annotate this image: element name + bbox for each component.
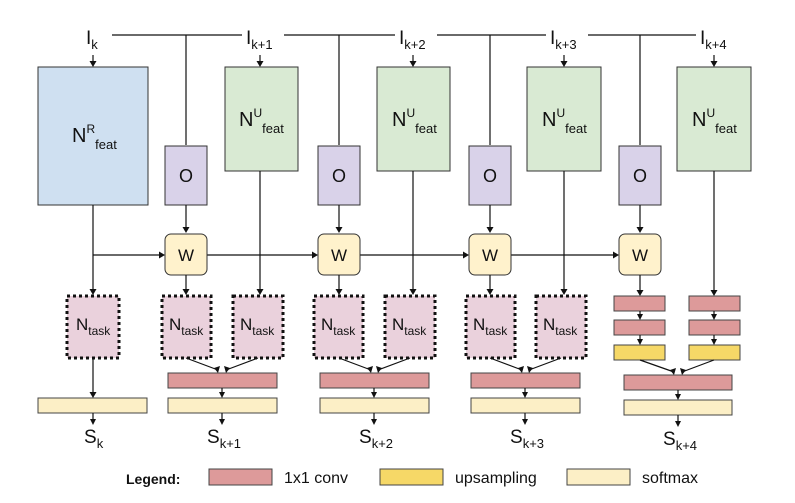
flow-to-warp-arrows bbox=[182, 205, 644, 233]
task-net-k3-b-label: Ntask bbox=[543, 315, 578, 338]
warp-k1-label: W bbox=[178, 246, 194, 265]
output-label-k3: Sk+3 bbox=[510, 427, 544, 451]
legend-upsampling-label: upsampling bbox=[455, 470, 537, 487]
legend-title: Legend: bbox=[126, 471, 180, 487]
conv-k4-b1 bbox=[688, 295, 741, 312]
k4-branch-arrows bbox=[637, 311, 717, 345]
legend-softmax-swatch bbox=[566, 468, 631, 486]
task-net-k2-b-label: Ntask bbox=[392, 315, 427, 338]
output-label-k: Sk bbox=[84, 427, 104, 451]
task-net-k2-a bbox=[312, 294, 365, 360]
input-arrows bbox=[89, 55, 718, 67]
input-label-k3: Ik+3 bbox=[550, 28, 577, 52]
task-net-k2-a-label: Ntask bbox=[321, 315, 356, 338]
softmax-k2 bbox=[319, 397, 430, 414]
legend-softmax-label: softmax bbox=[642, 470, 698, 487]
output-label-k1: Sk+1 bbox=[207, 427, 241, 451]
legend: Legend: 1x1 conv upsampling softmax bbox=[126, 468, 698, 487]
ref-feature-net bbox=[37, 66, 149, 206]
softmax-k bbox=[37, 397, 148, 414]
task-net-k1-b bbox=[231, 294, 285, 360]
flow-net-k1-label: O bbox=[179, 166, 193, 186]
softmax-k4 bbox=[623, 399, 733, 416]
input-label-k4: Ik+4 bbox=[700, 28, 727, 52]
flow-net-k1 bbox=[164, 145, 208, 206]
output-label-k4: Sk+4 bbox=[663, 429, 697, 453]
merge-conv-k2 bbox=[319, 372, 430, 389]
flow-net-k4 bbox=[618, 145, 662, 206]
legend-conv-swatch bbox=[208, 468, 273, 486]
flow-net-k3 bbox=[468, 145, 512, 206]
task-net-k2-b bbox=[383, 294, 437, 360]
flow-net-k2-label: O bbox=[332, 166, 346, 186]
flow-net-k3-label: O bbox=[483, 166, 497, 186]
update-feature-net-k4-label: NUfeat bbox=[692, 106, 737, 136]
task-net-k1-a-label: Ntask bbox=[169, 315, 204, 338]
to-output-arrows bbox=[90, 413, 681, 427]
task-net-k3-b bbox=[534, 294, 588, 360]
input-connector bbox=[112, 34, 696, 145]
update-feature-net-k3 bbox=[526, 66, 602, 172]
merge-arrows bbox=[185, 357, 715, 375]
to-task-arrows bbox=[89, 171, 718, 296]
input-label-k: Ik bbox=[86, 28, 98, 52]
task-net-k3-a-label: Ntask bbox=[473, 315, 508, 338]
update-feature-net-k1 bbox=[224, 66, 299, 172]
legend-upsampling-swatch bbox=[379, 468, 444, 486]
update-feature-net-k1-label: NUfeat bbox=[239, 106, 284, 136]
conv-k4-a2 bbox=[613, 319, 666, 336]
softmax-k3 bbox=[470, 397, 581, 414]
merge-conv-k1 bbox=[167, 372, 278, 389]
softmax-k1 bbox=[167, 397, 278, 414]
flow-net-k4-label: O bbox=[633, 166, 647, 186]
ref-feature-net-label: NRfeat bbox=[72, 122, 117, 152]
upsampling-k4-b bbox=[688, 344, 741, 361]
flow-net-k2 bbox=[317, 145, 361, 206]
output-label-k2: Sk+2 bbox=[359, 427, 393, 451]
warp-k3-label: W bbox=[482, 246, 498, 265]
input-label-k1: Ik+1 bbox=[246, 28, 273, 52]
task-net-k1-a bbox=[160, 294, 213, 360]
conv-k4-a1 bbox=[613, 295, 666, 312]
input-label-k2: Ik+2 bbox=[399, 28, 426, 52]
task-net-k-label: Ntask bbox=[76, 315, 111, 338]
upsampling-k4-a bbox=[613, 344, 666, 361]
merge-conv-k3 bbox=[470, 372, 581, 389]
legend-conv-label: 1x1 conv bbox=[284, 470, 348, 487]
conv-k4-b2 bbox=[688, 319, 741, 336]
update-feature-net-k3-label: NUfeat bbox=[542, 106, 587, 136]
warp-k4-label: W bbox=[632, 246, 648, 265]
task-net-k bbox=[65, 294, 121, 360]
to-softmax-arrows bbox=[89, 358, 681, 400]
update-feature-net-k2-label: NUfeat bbox=[392, 106, 437, 136]
warp-k2-label: W bbox=[331, 246, 347, 265]
merge-conv-k4 bbox=[623, 374, 733, 391]
task-net-k1-b-label: Ntask bbox=[240, 315, 275, 338]
task-net-k3-a bbox=[464, 294, 517, 360]
